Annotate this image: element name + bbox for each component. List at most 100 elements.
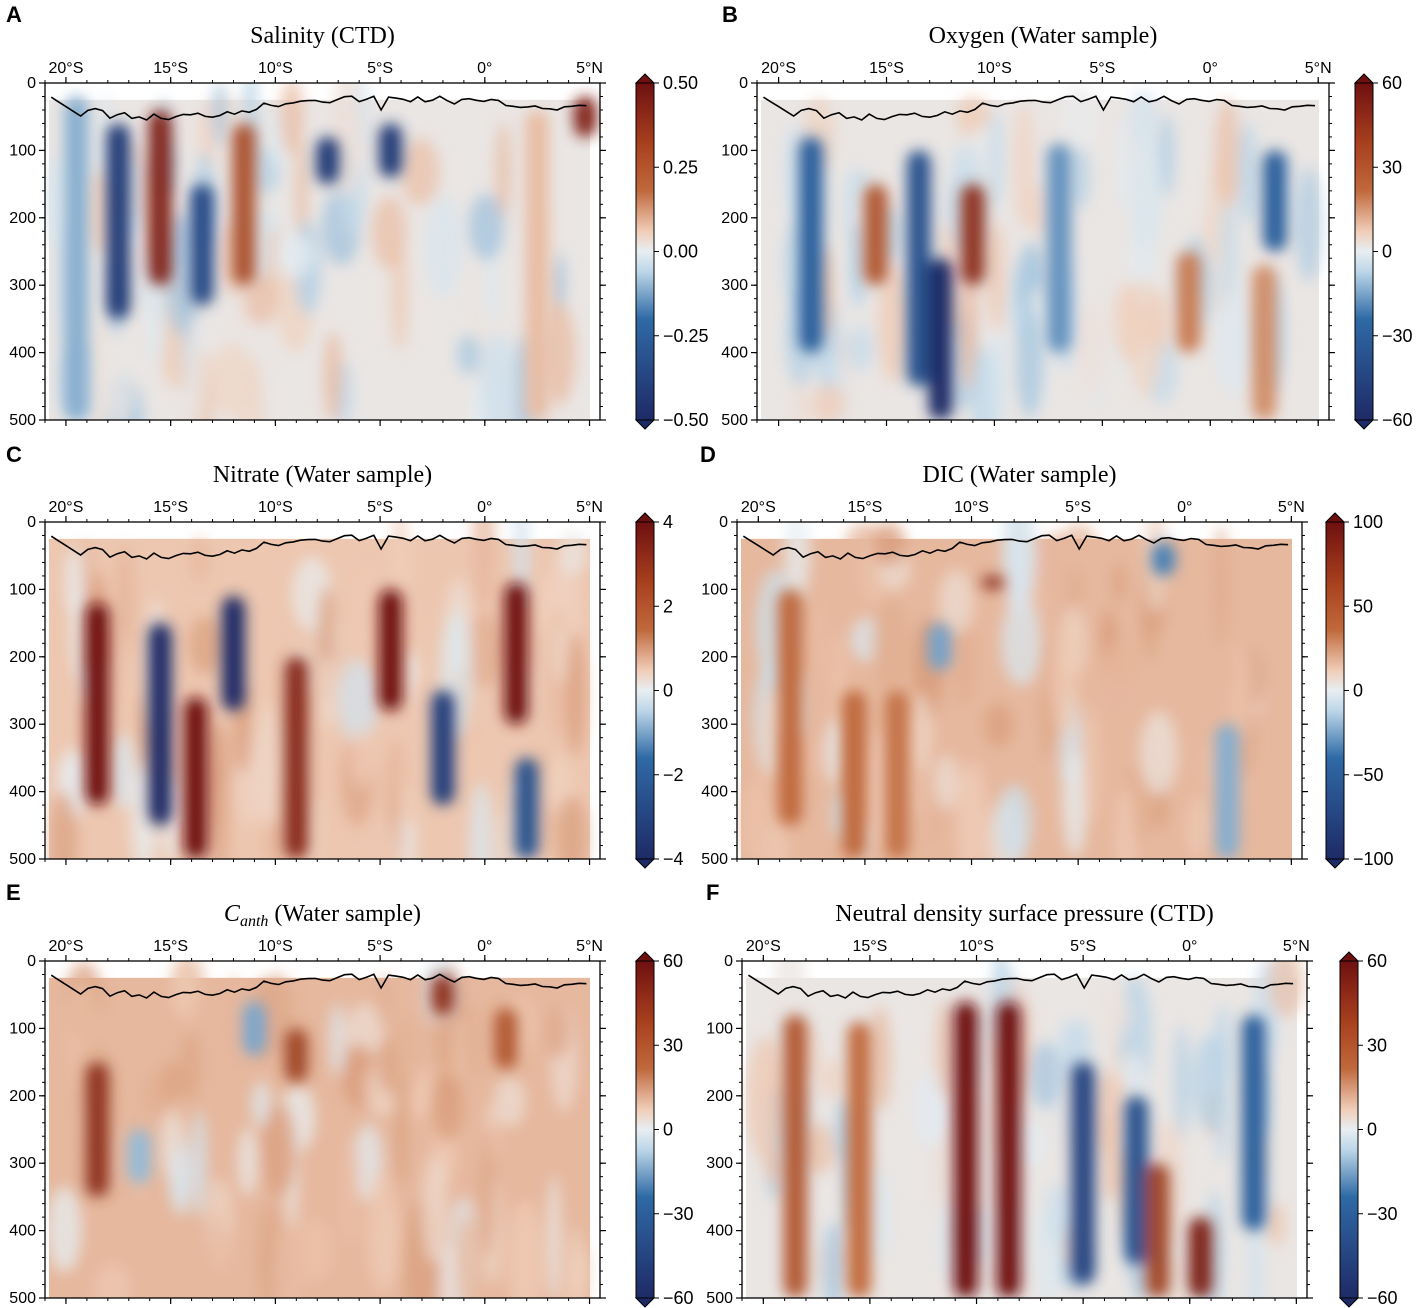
mixed-layer-line bbox=[747, 973, 1294, 999]
x-tick-label: 5°N bbox=[1305, 60, 1332, 77]
colorbar-tick-label: −30 bbox=[663, 1204, 694, 1224]
y-tick-label: 100 bbox=[9, 142, 36, 159]
colorbar-tick-label: 30 bbox=[1367, 1035, 1387, 1055]
plot-frame bbox=[44, 82, 601, 421]
panel-d: D DIC (Water sample) 20°S 15°S 10°S 5°S 0° 5°N 0… bbox=[700, 442, 1394, 869]
panel-b: B Oxygen (Water sample) 20°S 15°S 10°S 5°S 0° 5… bbox=[721, 2, 1413, 430]
x-tick-label: 5°N bbox=[1278, 499, 1305, 516]
field-feature bbox=[379, 123, 403, 178]
field-feature bbox=[1263, 150, 1287, 252]
field-feature bbox=[783, 1014, 808, 1298]
colorbar-tick-label: 0.25 bbox=[663, 157, 698, 177]
colorbar-gradient bbox=[635, 960, 655, 1299]
x-tick-label: 10°S bbox=[954, 499, 989, 516]
colorbar: 60 30 0 −30 −60 bbox=[1338, 951, 1398, 1308]
panel-e: E Canth (Water sample) 20°S 15°S 10°S 5°S 0° 5°… bbox=[6, 880, 694, 1308]
y-tick-label: 400 bbox=[9, 1223, 36, 1240]
field-feature bbox=[842, 690, 866, 859]
panel-f: F Neutral density surface pressure (CTD) 2… bbox=[706, 880, 1398, 1308]
panel-title: Oxygen (Water sample) bbox=[929, 23, 1158, 49]
colorbar-max-extend bbox=[1324, 512, 1346, 523]
field-feature bbox=[885, 690, 909, 859]
x-tick-label: 5°N bbox=[576, 499, 603, 516]
colorbar-max-extend bbox=[1338, 951, 1360, 962]
y-tick-label: 300 bbox=[706, 1155, 733, 1172]
x-tick-label: 0° bbox=[477, 499, 492, 516]
field-feature bbox=[242, 1001, 266, 1056]
section-field bbox=[737, 522, 1302, 859]
colorbar-gradient bbox=[635, 82, 655, 421]
x-tick-label: 15°S bbox=[869, 60, 904, 77]
field-feature bbox=[525, 109, 549, 420]
panel-title: Salinity (CTD) bbox=[250, 23, 395, 49]
y-tick-label: 400 bbox=[701, 784, 728, 801]
plot-frame bbox=[44, 960, 601, 1299]
colorbar-tick-label: 0 bbox=[1367, 1120, 1377, 1140]
mixed-layer-line bbox=[50, 534, 587, 560]
plot-frame bbox=[756, 82, 1330, 421]
colorbar-max-extend bbox=[634, 73, 656, 84]
panel-label: C bbox=[6, 442, 22, 467]
field-feature bbox=[847, 1021, 871, 1298]
mixed-layer-line bbox=[50, 973, 587, 999]
panel-c: C Nitrate (Water sample) 20°S 15°S 10°S 5°S 0°… bbox=[6, 442, 684, 869]
field-feature bbox=[1215, 724, 1240, 859]
field-feature bbox=[960, 184, 985, 286]
colorbar: 60 30 0 −30 −60 bbox=[1353, 73, 1413, 430]
y-tick-label: 300 bbox=[9, 716, 36, 733]
x-tick-label: 5°S bbox=[1065, 499, 1091, 516]
y-tick-label: 0 bbox=[719, 514, 728, 531]
field-feature bbox=[1241, 1014, 1266, 1231]
colorbar-tick-label: 60 bbox=[1367, 951, 1387, 971]
x-tick-label: 0° bbox=[1182, 938, 1197, 955]
y-tick-label: 0 bbox=[27, 75, 36, 92]
colorbar-tick-label: −60 bbox=[663, 1288, 694, 1308]
x-tick-label: 5°N bbox=[1283, 938, 1310, 955]
panel-label: F bbox=[706, 880, 719, 905]
field-feature bbox=[1124, 1095, 1149, 1265]
colorbar-tick-label: 30 bbox=[1382, 157, 1402, 177]
panel-title: Canth (Water sample) bbox=[224, 901, 421, 930]
y-tick-label: 0 bbox=[739, 75, 748, 92]
section-field bbox=[742, 961, 1307, 1298]
x-tick-label: 20°S bbox=[746, 938, 781, 955]
y-tick-label: 0 bbox=[27, 953, 36, 970]
colorbar-tick-label: −0.50 bbox=[663, 410, 709, 430]
field-feature bbox=[1252, 264, 1277, 420]
y-tick-label: 500 bbox=[9, 851, 36, 868]
y-tick-label: 100 bbox=[9, 1020, 36, 1037]
colorbar-tick-label: 0 bbox=[1382, 242, 1392, 262]
field-feature bbox=[184, 697, 208, 859]
field-feature bbox=[85, 602, 109, 806]
colorbar-tick-label: −0.25 bbox=[663, 326, 709, 346]
x-tick-label: 5°N bbox=[576, 60, 603, 77]
y-tick-label: 500 bbox=[9, 412, 36, 429]
x-tick-label: 10°S bbox=[959, 938, 994, 955]
field-feature bbox=[431, 690, 455, 806]
field-feature bbox=[1151, 542, 1176, 576]
field-feature bbox=[863, 184, 888, 286]
x-tick-label: 20°S bbox=[741, 499, 776, 516]
colorbar-min-extend bbox=[1324, 858, 1346, 869]
colorbar-gradient bbox=[1325, 521, 1345, 860]
section-field bbox=[757, 83, 1329, 420]
section-field bbox=[45, 522, 600, 859]
field-feature bbox=[148, 109, 172, 286]
field-feature bbox=[316, 136, 340, 185]
field-feature bbox=[928, 258, 953, 420]
x-tick-label: 10°S bbox=[258, 499, 293, 516]
field-feature bbox=[379, 589, 403, 711]
y-tick-label: 200 bbox=[721, 210, 748, 227]
y-tick-label: 500 bbox=[9, 1290, 36, 1307]
section-field bbox=[45, 961, 600, 1298]
mixed-layer-line bbox=[763, 95, 1316, 121]
y-tick-label: 500 bbox=[721, 412, 748, 429]
y-tick-label: 0 bbox=[27, 514, 36, 531]
y-tick-label: 300 bbox=[721, 277, 748, 294]
mixed-layer-line bbox=[50, 95, 587, 121]
field-feature bbox=[981, 575, 1005, 590]
field-feature bbox=[778, 589, 803, 826]
field-feature bbox=[799, 136, 823, 353]
colorbar-tick-label: 2 bbox=[663, 596, 673, 616]
colorbar-tick-label: 60 bbox=[663, 951, 683, 971]
